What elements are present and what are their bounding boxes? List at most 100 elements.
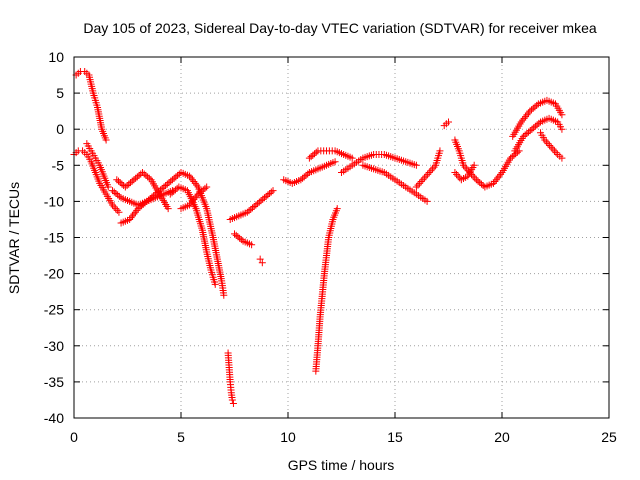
data-point	[531, 103, 539, 111]
data-point	[422, 172, 430, 180]
data-point	[299, 174, 307, 182]
data-point	[523, 130, 531, 138]
grid	[74, 57, 609, 418]
data-point	[142, 171, 150, 179]
data-point	[302, 171, 310, 179]
series-trace-f	[113, 169, 172, 213]
data-point	[144, 173, 152, 181]
data-point	[269, 187, 277, 195]
y-tick-label: 0	[56, 121, 64, 137]
series-trace-s	[440, 118, 452, 130]
data-point	[198, 187, 206, 195]
data-point	[128, 177, 136, 185]
data-point	[234, 233, 242, 241]
series-trace-e	[117, 169, 228, 299]
data-point	[133, 206, 141, 214]
data-point	[522, 113, 530, 121]
series-trace-h	[177, 183, 211, 213]
data-point	[414, 181, 422, 189]
data-point	[243, 208, 251, 216]
data-point	[535, 119, 543, 127]
data-point	[144, 196, 152, 204]
data-point	[247, 205, 255, 213]
data-point	[194, 190, 202, 198]
data-point	[220, 291, 228, 299]
data-point	[188, 197, 196, 205]
y-tick-label: -25	[44, 302, 64, 318]
data-point	[248, 241, 256, 249]
data-point	[526, 127, 534, 135]
data-marks	[70, 67, 566, 408]
data-point	[130, 176, 138, 184]
data-point	[307, 153, 315, 161]
data-point	[492, 176, 500, 184]
series-trace-v	[509, 96, 566, 140]
data-point	[477, 180, 485, 188]
data-point	[138, 169, 146, 177]
data-point	[112, 205, 120, 213]
y-tick-label: 5	[56, 85, 64, 101]
data-point	[463, 165, 471, 173]
data-point	[127, 214, 135, 222]
data-point	[193, 181, 201, 189]
data-point	[256, 255, 264, 263]
data-point	[145, 174, 153, 182]
data-point	[529, 104, 537, 112]
data-point	[138, 202, 146, 210]
data-point	[304, 170, 312, 178]
data-point	[470, 161, 478, 169]
data-point	[419, 176, 427, 184]
data-point	[113, 176, 121, 184]
data-point	[461, 163, 469, 171]
data-point	[479, 182, 487, 190]
data-point	[114, 191, 122, 199]
data-point	[528, 125, 536, 133]
data-point	[430, 163, 438, 171]
data-point	[162, 182, 170, 190]
data-point	[160, 183, 168, 191]
data-point	[143, 197, 151, 205]
y-axis: 10 5 0 -5 -10 -15 -20 -25 -30 -35 -40	[44, 49, 609, 426]
data-point	[125, 180, 133, 188]
chart-title: Day 105 of 2023, Sidereal Day-to-day VTE…	[83, 20, 596, 36]
data-point	[168, 176, 176, 184]
data-point	[533, 101, 541, 109]
data-point	[528, 106, 536, 114]
data-point	[523, 111, 531, 119]
data-point	[254, 200, 262, 208]
data-point	[423, 197, 431, 205]
data-point	[521, 131, 529, 139]
data-point	[491, 178, 499, 186]
data-point	[134, 205, 142, 213]
series-trace-r	[412, 147, 444, 191]
data-point	[552, 149, 560, 157]
data-point	[451, 169, 459, 177]
data-point	[237, 236, 245, 244]
data-point	[201, 184, 209, 192]
x-axis: 0 5 10 15 20 25	[70, 57, 617, 445]
data-point	[412, 183, 420, 191]
data-point	[146, 195, 154, 203]
data-point	[109, 187, 117, 195]
data-point	[507, 154, 515, 162]
data-point	[165, 179, 173, 187]
data-point	[266, 189, 274, 197]
data-point	[558, 125, 566, 133]
y-tick-label: 10	[48, 49, 64, 65]
data-point	[544, 140, 552, 148]
data-point	[454, 172, 462, 180]
series-trace-o	[312, 205, 341, 375]
data-point	[456, 174, 464, 182]
data-point	[312, 148, 320, 156]
data-point	[126, 179, 134, 187]
data-point	[420, 174, 428, 182]
data-point	[495, 172, 503, 180]
data-point	[262, 192, 270, 200]
data-point	[520, 114, 528, 122]
data-point	[136, 203, 144, 211]
data-point	[128, 212, 136, 220]
data-point	[148, 193, 156, 201]
data-point	[453, 170, 461, 178]
data-point	[549, 145, 557, 153]
data-point	[471, 174, 479, 182]
